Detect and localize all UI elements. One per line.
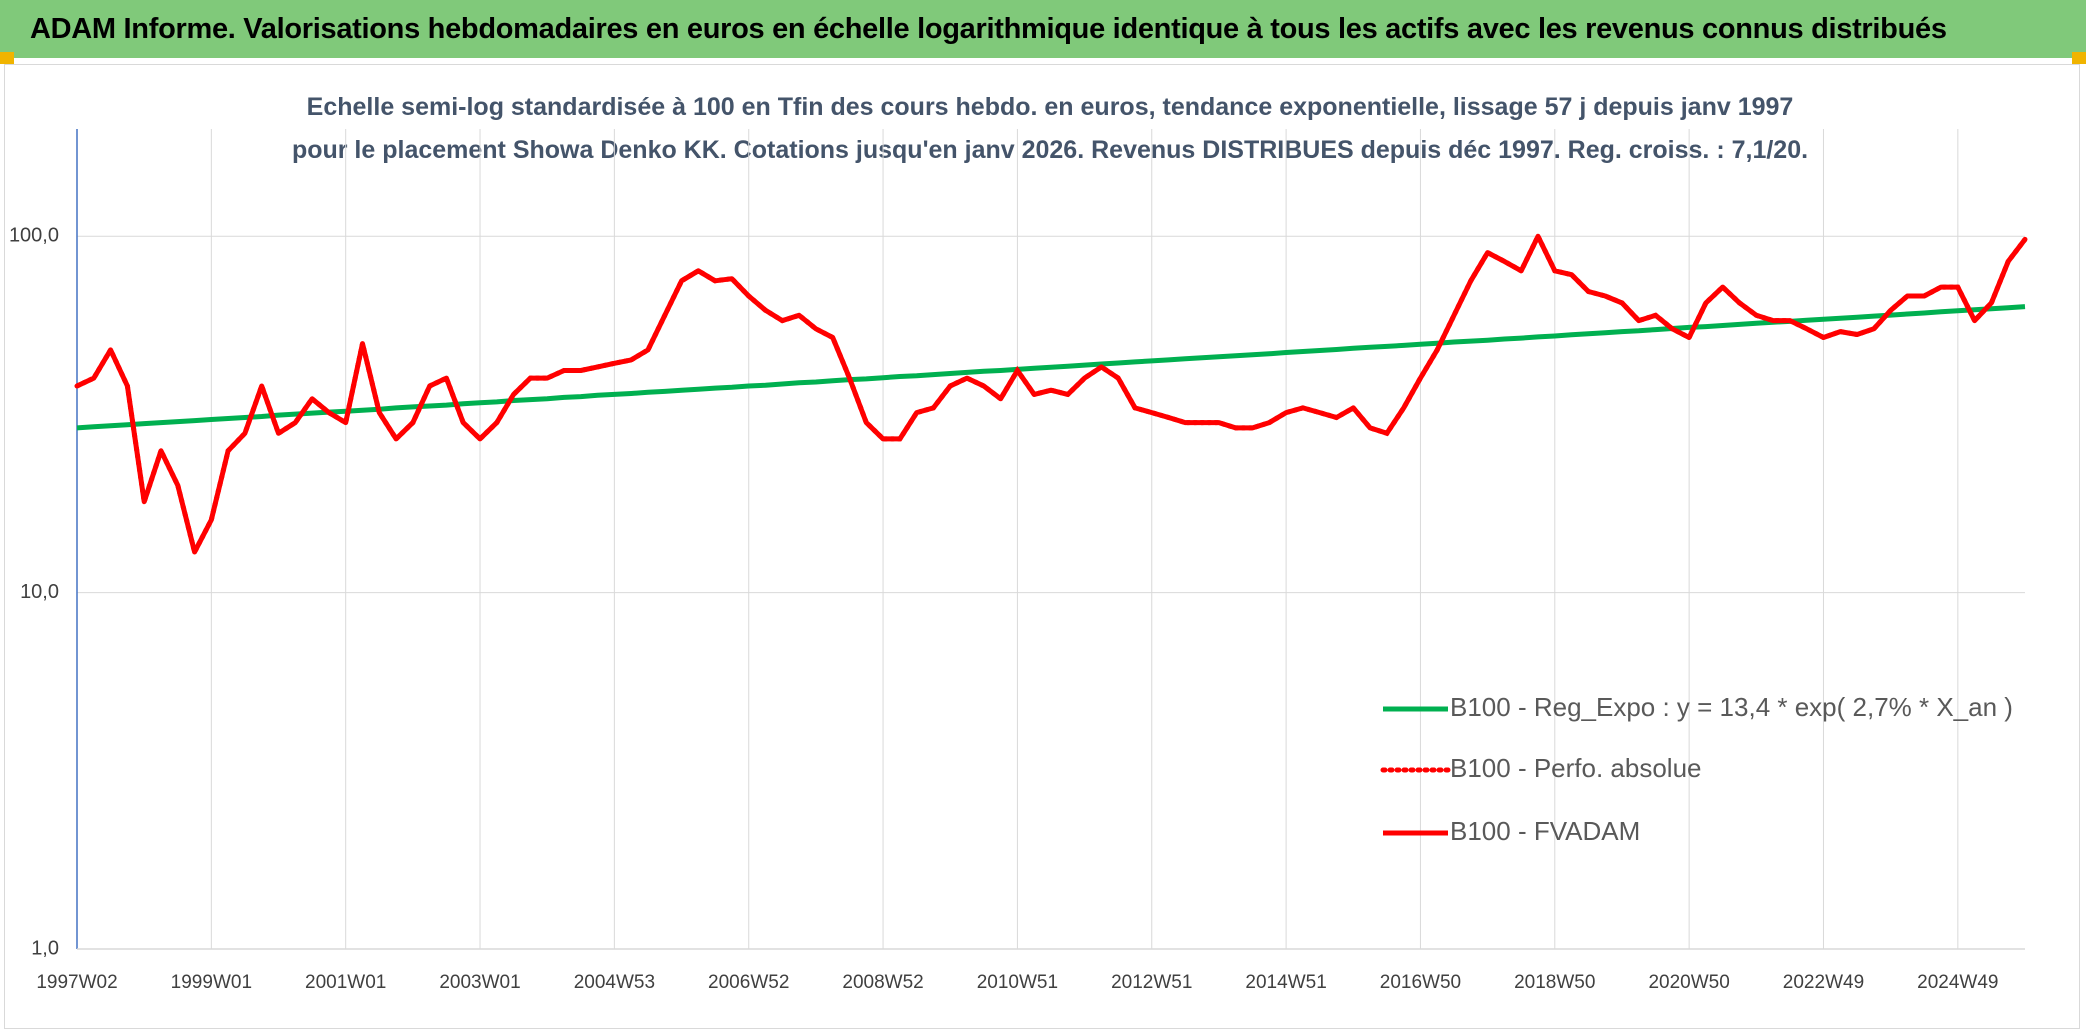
x-tick-label: 2003W01 — [439, 972, 520, 993]
chart-frame — [4, 64, 2080, 1029]
y-tick-label: 10,0 — [20, 581, 59, 603]
x-tick-label: 2006W52 — [708, 972, 789, 993]
chart-title: ADAM Informe. Valorisations hebdomadaire… — [30, 12, 1947, 45]
header-bar: ADAM Informe. Valorisations hebdomadaire… — [0, 0, 2086, 58]
legend-label: B100 - Perfo. absolue — [1450, 753, 1702, 783]
x-tick-label: 2004W53 — [574, 972, 655, 993]
x-tick-label: 2014W51 — [1245, 972, 1326, 993]
x-tick-label: 2008W52 — [842, 972, 923, 993]
y-tick-label: 1,0 — [31, 937, 59, 959]
x-tick-label: 2022W49 — [1783, 972, 1864, 993]
legend-label: B100 - Reg_Expo : y = 13,4 * exp( 2,7% *… — [1450, 692, 2013, 722]
x-tick-label: 2024W49 — [1917, 972, 1998, 993]
x-tick-label: 2016W50 — [1380, 972, 1461, 993]
chart-subtitle: Echelle semi-log standardisée à 100 en T… — [291, 93, 1809, 164]
x-tick-label: 2018W50 — [1514, 972, 1595, 993]
x-tick-label: 2020W50 — [1648, 972, 1729, 993]
series-line — [76, 304, 2026, 431]
x-tick-label: 2012W51 — [1111, 972, 1192, 993]
series-line — [74, 230, 2028, 559]
x-tick-label: 1997W02 — [36, 972, 117, 993]
x-tick-label: 2001W01 — [305, 972, 386, 993]
series-line — [75, 233, 2027, 555]
y-tick-label: 100,0 — [9, 225, 59, 247]
x-tick-label: 2010W51 — [977, 972, 1058, 993]
corner-mark — [2072, 52, 2086, 64]
corner-mark — [0, 52, 14, 64]
x-tick-label: 1999W01 — [171, 972, 252, 993]
legend-label: B100 - FVADAM — [1450, 816, 1640, 846]
